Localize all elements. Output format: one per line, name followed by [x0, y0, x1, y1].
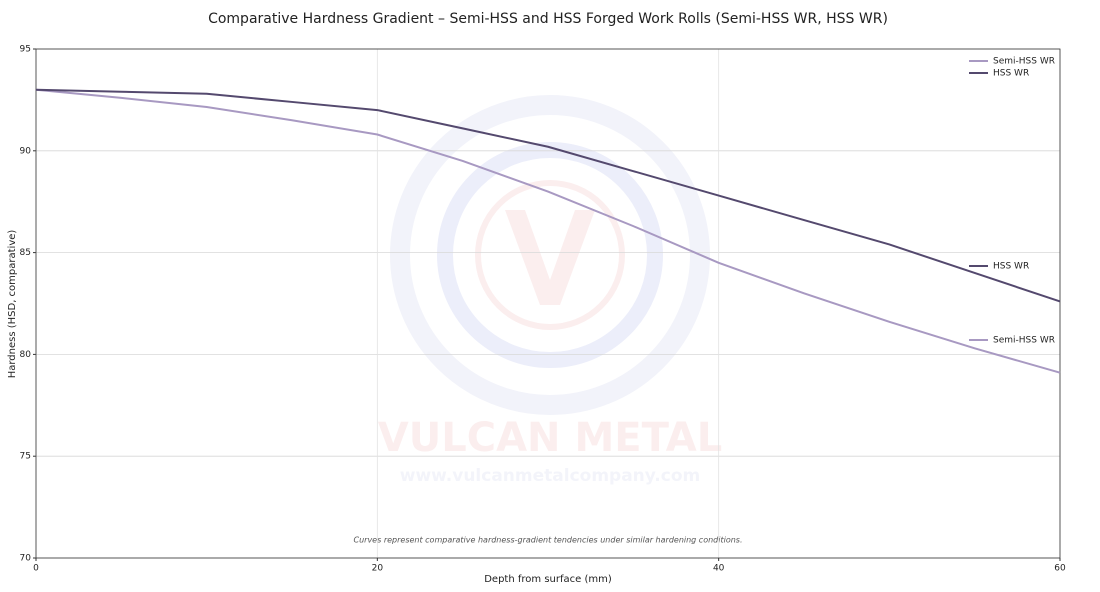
chart-title: Comparative Hardness Gradient – Semi-HSS…	[208, 11, 888, 27]
x-axis-label: Depth from surface (mm)	[484, 574, 612, 585]
watermark-url: www.vulcanmetalcompany.com	[400, 466, 700, 486]
y-tick-label: 85	[20, 248, 31, 258]
legend-label: Semi-HSS WR	[993, 57, 1055, 67]
series-line	[35, 88, 1061, 303]
x-tick-label: 20	[372, 564, 384, 574]
annotation: Curves represent comparative hardness-gr…	[354, 536, 743, 545]
side-label: Semi-HSS WR	[993, 336, 1055, 346]
y-tick-label: 75	[20, 452, 31, 462]
series-line	[35, 88, 1061, 374]
x-tick-label: 60	[1054, 564, 1066, 574]
legend-label: HSS WR	[993, 69, 1029, 79]
watermark-brand: VULCAN METAL	[378, 415, 722, 461]
x-tick-label: 40	[713, 564, 725, 574]
y-tick-label: 95	[20, 45, 31, 55]
y-tick-label: 70	[20, 554, 32, 564]
y-axis-label: Hardness (HSD, comparative)	[7, 230, 18, 379]
plot-frame	[35, 48, 1061, 559]
y-tick-label: 90	[20, 146, 32, 156]
side-label: HSS WR	[993, 262, 1029, 272]
watermark-logo	[390, 95, 710, 415]
y-tick-label: 80	[20, 350, 32, 360]
x-tick-label: 0	[33, 564, 39, 574]
